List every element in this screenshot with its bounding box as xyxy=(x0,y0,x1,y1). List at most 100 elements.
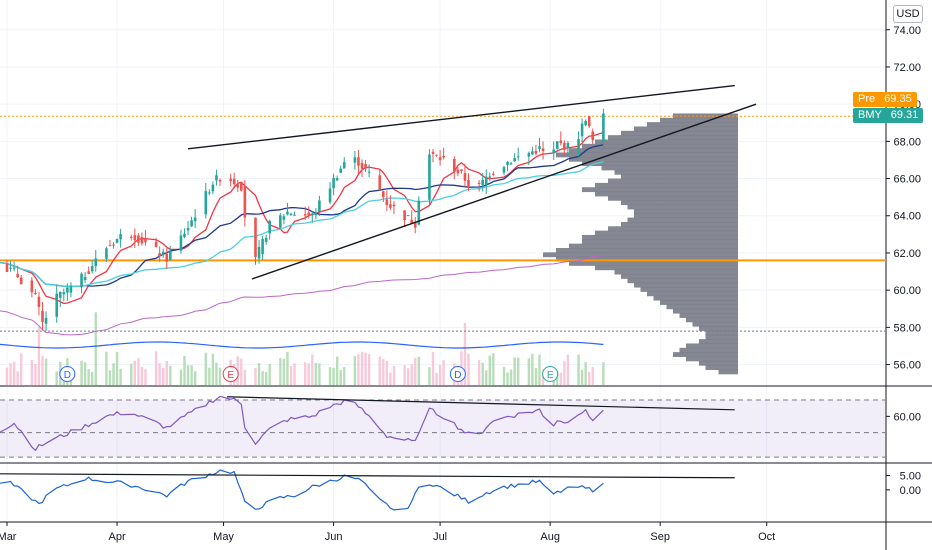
volume-profile-row xyxy=(634,213,738,219)
candle-body xyxy=(335,178,339,181)
candle-body xyxy=(144,238,147,243)
volume-bar xyxy=(406,368,410,385)
volume-bar xyxy=(12,361,16,385)
event-marker-label: E xyxy=(227,370,234,381)
volume-bar xyxy=(16,371,19,385)
moving-average-20 xyxy=(0,144,604,288)
candle-body xyxy=(580,123,584,136)
moving-average-40 xyxy=(0,161,604,288)
volume-bar xyxy=(584,362,587,385)
candle-body xyxy=(481,179,484,186)
volume-bar xyxy=(311,354,314,385)
candle-body xyxy=(303,214,307,216)
volume-bar xyxy=(119,368,122,385)
volume-bar xyxy=(218,367,222,385)
rsi-line xyxy=(0,395,604,452)
volume-profile-row xyxy=(569,156,738,162)
volume-bar xyxy=(513,357,516,385)
rsi-divergence-line xyxy=(227,396,735,411)
volume-profile-row xyxy=(673,308,738,314)
candle-body xyxy=(353,157,357,163)
volume-bar xyxy=(190,365,193,385)
rsi-pane xyxy=(0,395,886,458)
volume-profile-row xyxy=(627,278,738,284)
volume-profile-row xyxy=(666,304,738,310)
volume-profile-row xyxy=(686,317,738,323)
volume-bar xyxy=(20,353,23,385)
volume-profile-row xyxy=(699,326,738,331)
candle-body xyxy=(552,149,555,154)
candle-body xyxy=(137,235,140,243)
oscillator-trendline xyxy=(0,473,735,479)
candle-body xyxy=(492,173,495,175)
horizontal-levels[interactable] xyxy=(0,115,886,332)
candle-body xyxy=(527,152,531,157)
candle-body xyxy=(602,113,605,142)
volume-bar xyxy=(431,351,435,385)
volume-bar xyxy=(385,360,389,385)
candle-body xyxy=(112,244,115,246)
volume-bar xyxy=(257,363,261,385)
volume-profile-row xyxy=(718,369,738,375)
volume-profile-row xyxy=(634,208,738,214)
volume-bar xyxy=(509,369,513,385)
candle-body xyxy=(19,277,23,285)
oscillator-tick-label: 0.00 xyxy=(900,485,921,497)
candle-body xyxy=(62,292,66,295)
candle-body xyxy=(382,191,385,198)
pre-market-price-tag: Pre 69.35 xyxy=(853,92,917,107)
trendlines[interactable] xyxy=(187,84,757,280)
volume-profile-row xyxy=(608,226,738,232)
candle-body xyxy=(282,216,286,220)
candle-body xyxy=(431,151,435,154)
candle-body xyxy=(12,267,16,269)
volume-profile-row xyxy=(686,356,738,362)
volume-bar xyxy=(94,312,97,385)
currency-label[interactable]: USD xyxy=(893,5,923,23)
candle-body xyxy=(215,175,218,181)
candle-body xyxy=(453,158,456,172)
time-tick-label: Aug xyxy=(540,531,560,543)
volume-bar xyxy=(556,371,559,385)
volume-bar xyxy=(169,365,172,385)
candle-body xyxy=(229,178,232,182)
candle-body xyxy=(5,263,9,272)
volume-bar xyxy=(442,360,445,385)
volume-bar xyxy=(591,366,594,385)
candle-body xyxy=(58,292,62,298)
candle-body xyxy=(364,163,367,169)
volume-bar xyxy=(254,368,257,385)
candle-body xyxy=(417,200,421,225)
candle-body xyxy=(367,171,371,173)
candle-body xyxy=(133,235,137,241)
candle-body xyxy=(169,251,172,260)
candle-body xyxy=(577,139,580,150)
candle-body xyxy=(293,214,296,216)
volume-profile-row xyxy=(705,334,738,340)
candle-body xyxy=(435,154,438,156)
candle-body xyxy=(477,182,481,184)
candle-body xyxy=(406,215,410,217)
volume-bar xyxy=(566,354,570,385)
volume-bars xyxy=(0,312,605,385)
candle-body xyxy=(318,200,321,212)
volume-bar xyxy=(353,356,357,385)
volume-bar xyxy=(534,367,538,385)
candle-body xyxy=(264,237,268,242)
price-tick-label: 60.00 xyxy=(893,285,921,297)
time-tick-label: Apr xyxy=(108,531,125,543)
volume-profile-row xyxy=(621,130,738,136)
candle-body xyxy=(16,273,19,278)
volume-profile-row xyxy=(556,152,738,158)
volume-bar xyxy=(477,360,481,385)
candle-body xyxy=(129,236,133,238)
candle-body xyxy=(105,248,108,259)
oscillator-line xyxy=(0,469,604,511)
volume-bar xyxy=(527,358,531,385)
volume-profile-row xyxy=(621,200,738,206)
volume-bar xyxy=(343,367,346,385)
volume-bar xyxy=(492,353,495,385)
candle-body xyxy=(190,220,193,227)
